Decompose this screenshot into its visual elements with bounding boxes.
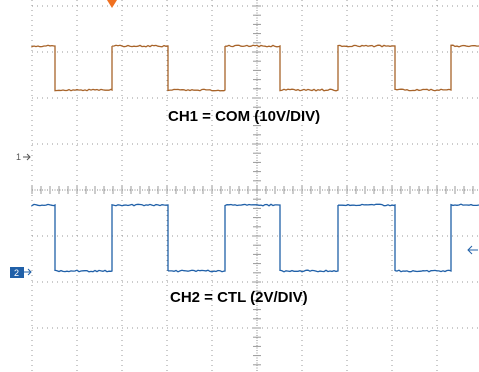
ch1-marker-text: 1 bbox=[16, 152, 21, 162]
ch1-marker: 1 bbox=[16, 152, 30, 162]
ch1-label: CH1 = COM (10V/DIV) bbox=[168, 108, 320, 125]
ch2-marker: 2 bbox=[10, 267, 31, 278]
ch2-marker-text: 2 bbox=[14, 268, 19, 278]
ch2-marker-arrow bbox=[24, 269, 31, 275]
graticule bbox=[32, 0, 479, 372]
ch2-label: CH2 = CTL (2V/DIV) bbox=[170, 289, 308, 306]
trigger-position-marker bbox=[107, 0, 117, 8]
ch2-trigger-level-arrow bbox=[468, 246, 478, 254]
ch2-waveform bbox=[32, 204, 479, 272]
ch1-marker-arrow bbox=[23, 154, 30, 160]
